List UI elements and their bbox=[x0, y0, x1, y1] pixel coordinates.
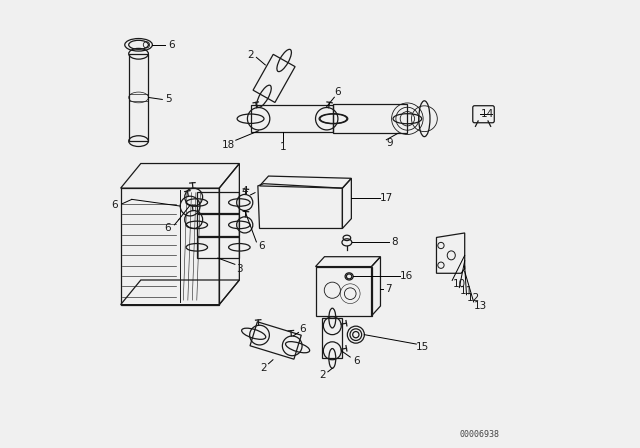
Text: 6: 6 bbox=[168, 40, 175, 50]
Text: 6: 6 bbox=[164, 224, 171, 233]
Text: 6: 6 bbox=[111, 200, 118, 210]
Text: 16: 16 bbox=[399, 271, 413, 281]
Text: 17: 17 bbox=[380, 194, 393, 203]
Text: 14: 14 bbox=[481, 109, 493, 119]
Text: 6: 6 bbox=[335, 87, 341, 97]
Text: 12: 12 bbox=[467, 293, 480, 303]
Text: 4: 4 bbox=[242, 186, 248, 196]
Text: 1: 1 bbox=[280, 142, 287, 152]
Text: 2: 2 bbox=[319, 370, 326, 380]
Text: 15: 15 bbox=[415, 342, 429, 352]
Text: 11: 11 bbox=[460, 286, 473, 296]
Text: 3: 3 bbox=[236, 264, 243, 274]
Text: 10: 10 bbox=[452, 279, 466, 289]
Text: 2: 2 bbox=[247, 50, 254, 60]
Text: 00006938: 00006938 bbox=[459, 430, 499, 439]
Text: 7: 7 bbox=[385, 284, 392, 294]
Text: 18: 18 bbox=[221, 140, 235, 150]
Text: 6: 6 bbox=[259, 241, 265, 251]
Text: 6: 6 bbox=[299, 324, 305, 334]
Text: 13: 13 bbox=[474, 301, 488, 310]
Text: 2: 2 bbox=[260, 363, 268, 373]
Text: 8: 8 bbox=[391, 237, 397, 247]
Text: 6: 6 bbox=[354, 356, 360, 366]
Text: 9: 9 bbox=[386, 138, 393, 148]
Text: 5: 5 bbox=[165, 95, 172, 104]
